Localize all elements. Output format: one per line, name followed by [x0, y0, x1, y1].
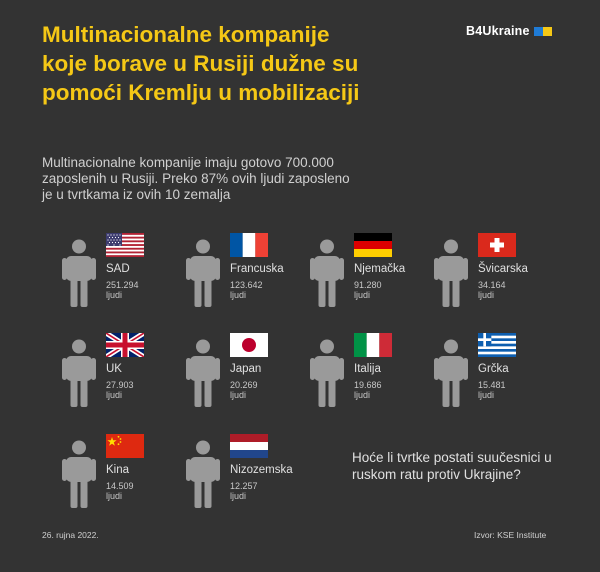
person-icon — [310, 339, 344, 407]
person-icon — [62, 339, 96, 407]
country-name: Nizozemska — [230, 464, 293, 476]
person-icon — [434, 339, 468, 407]
employee-count: 15.481 — [478, 380, 506, 390]
country-card-france: Francuska 123.642 ljudi — [168, 233, 288, 313]
country-card-italy: Italija 19.686 ljudi — [292, 333, 412, 413]
china-flag-icon — [106, 434, 144, 458]
employee-count: 91.280 — [354, 280, 382, 290]
unit-label: ljudi — [354, 290, 371, 300]
employee-count: 12.257 — [230, 481, 258, 491]
page-title: Multinacionalne kompanije koje borave u … — [42, 22, 360, 105]
employee-count: 34.164 — [478, 280, 506, 290]
brand-name: B4Ukraine — [466, 24, 530, 38]
switzerland-flag-icon — [478, 233, 516, 257]
unit-label: ljudi — [106, 290, 123, 300]
ukraine-flag-icon — [533, 26, 552, 36]
employee-count: 19.686 — [354, 380, 382, 390]
unit-label: ljudi — [478, 390, 495, 400]
country-name: Grčka — [478, 363, 509, 375]
country-card-uk: UK 27.903 ljudi — [44, 333, 164, 413]
employee-count: 27.903 — [106, 380, 134, 390]
person-icon — [186, 440, 220, 508]
employee-count: 20.269 — [230, 380, 258, 390]
unit-label: ljudi — [230, 390, 247, 400]
country-card-germany: Njemačka 91.280 ljudi — [292, 233, 412, 313]
country-card-greece: Grčka 15.481 ljudi — [416, 333, 536, 413]
b4ukraine-logo: B4Ukraine — [466, 24, 552, 38]
country-name: Švicarska — [478, 263, 528, 275]
publication-date: 26. rujna 2022. — [42, 530, 99, 540]
uk-flag-icon — [106, 333, 144, 357]
italy-flag-icon — [354, 333, 392, 357]
employee-count: 123.642 — [230, 280, 263, 290]
country-name: Kina — [106, 464, 130, 476]
country-name: Italija — [354, 363, 381, 375]
source-credit: Izvor: KSE Institute — [474, 530, 547, 540]
country-card-china: Kina 14.509 ljudi — [44, 434, 164, 514]
closing-question: Hoće li tvrtke postati suučesnici u rusk… — [352, 450, 552, 482]
subtitle: Multinacionalne kompanije imaju gotovo 7… — [42, 155, 350, 202]
person-icon — [310, 239, 344, 307]
country-card-japan: Japan 20.269 ljudi — [168, 333, 288, 413]
country-name: SAD — [106, 263, 130, 275]
france-flag-icon — [230, 233, 268, 257]
country-name: UK — [106, 363, 122, 375]
person-icon — [62, 239, 96, 307]
unit-label: ljudi — [230, 290, 247, 300]
employee-count: 14.509 — [106, 481, 134, 491]
person-icon — [186, 339, 220, 407]
person-icon — [186, 239, 220, 307]
usa-flag-icon — [106, 233, 144, 257]
employee-count: 251.294 — [106, 280, 139, 290]
unit-label: ljudi — [230, 491, 247, 501]
unit-label: ljudi — [478, 290, 495, 300]
unit-label: ljudi — [354, 390, 371, 400]
country-name: Francuska — [230, 263, 284, 275]
greece-flag-icon — [478, 333, 516, 357]
country-card-usa: SAD 251.294 ljudi — [44, 233, 164, 313]
japan-flag-icon — [230, 333, 268, 357]
person-icon — [434, 239, 468, 307]
person-icon — [62, 440, 96, 508]
country-name: Japan — [230, 363, 262, 375]
country-card-switzerland: Švicarska 34.164 ljudi — [416, 233, 536, 313]
germany-flag-icon — [354, 233, 392, 257]
unit-label: ljudi — [106, 491, 123, 501]
country-card-netherlands: Nizozemska 12.257 ljudi — [168, 434, 293, 514]
country-name: Njemačka — [354, 263, 406, 275]
netherlands-flag-icon — [230, 434, 268, 458]
unit-label: ljudi — [106, 390, 123, 400]
